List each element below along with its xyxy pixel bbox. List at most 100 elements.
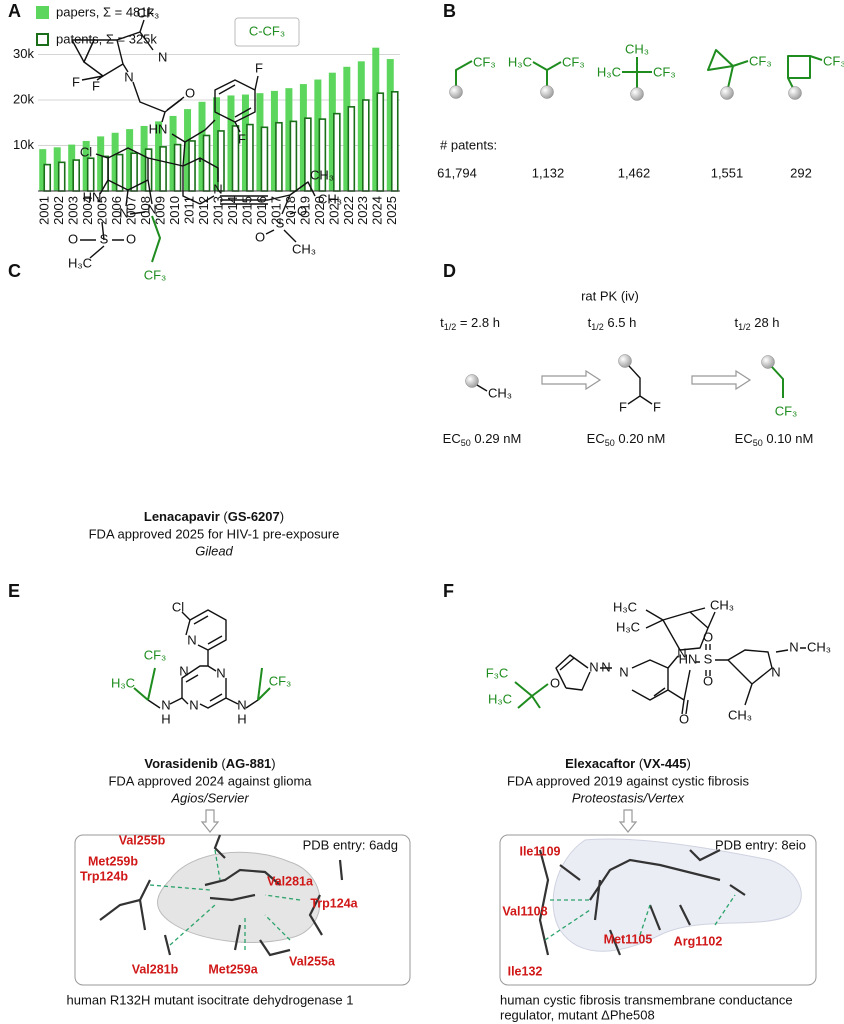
bar: [97, 136, 105, 191]
attachment-sphere: [720, 86, 734, 100]
bond: [147, 697, 259, 709]
x-tick-label: 2020: [312, 196, 327, 225]
atom-label: CH₃: [710, 597, 734, 612]
bar: [289, 120, 298, 192]
structure: CH₃ F F CF₃: [465, 354, 797, 418]
legend-swatch: [36, 6, 49, 19]
bar: [285, 88, 293, 191]
x-tick-label: 2011: [181, 196, 196, 224]
bond: [727, 647, 806, 706]
x-tick-label: 2002: [51, 196, 66, 225]
legend-swatch: [36, 33, 49, 46]
bar: [198, 101, 206, 191]
protein-view: PDB entry: 8eio Ile1109 Val1108 Met1105 …: [499, 834, 817, 986]
bar: [169, 115, 177, 191]
atom-label: N: [237, 697, 246, 712]
bond: [787, 55, 823, 89]
value: 0.20 nM: [615, 431, 666, 446]
bar: [361, 99, 370, 192]
x-tick-label: 2009: [153, 196, 168, 225]
x-tick-label: 2012: [196, 196, 211, 225]
atom-label: H: [237, 711, 246, 726]
approval: FDA approved 2024 against glioma: [108, 773, 312, 788]
atom-label: H₃C: [616, 619, 640, 634]
bond: [455, 60, 473, 88]
atom-label: N: [589, 659, 598, 674]
patent-count: 292: [790, 165, 812, 180]
atom-label: O: [550, 675, 560, 690]
atom-label: O: [126, 231, 136, 246]
panel-title: rat PK (iv): [581, 288, 639, 303]
attachment-sphere: [465, 374, 479, 388]
annotation: C-CF₃: [249, 23, 285, 38]
bar: [173, 143, 182, 192]
company: Agios/Servier: [170, 790, 249, 805]
x-tick-label: 2010: [167, 196, 182, 225]
bar: [386, 59, 394, 191]
bond: [81, 75, 104, 81]
structure: Cl N N N N N H N H CF₃ H₃C CF₃: [111, 599, 291, 726]
panel-label: A: [8, 1, 21, 21]
x-tick-label: 2016: [254, 196, 269, 225]
atom-label: H₃C: [488, 691, 512, 706]
x-tick-label: 2008: [138, 196, 153, 225]
x-tick-label: 2021: [326, 196, 341, 225]
atom-label: F: [92, 78, 100, 93]
bar: [188, 140, 196, 192]
atom-label: N: [119, 205, 128, 220]
x-tick-label: 2014: [225, 196, 240, 225]
patent-count: 1,551: [711, 165, 744, 180]
bond: [99, 834, 344, 957]
atom-label: CH₃: [625, 41, 649, 56]
bond: [707, 49, 749, 89]
bar: [43, 163, 52, 192]
y-tick-label: 20k: [13, 91, 34, 106]
atom-label: CH₃: [318, 191, 342, 206]
atom-label: O: [297, 203, 307, 218]
bar: [82, 140, 90, 191]
bar: [372, 47, 380, 191]
bar: [275, 121, 283, 192]
code: VX-445: [643, 756, 686, 771]
bar: [53, 147, 61, 191]
atom-label: CF₃: [137, 5, 160, 20]
subscript: 50: [461, 438, 471, 448]
residue-label: Ile1109: [519, 844, 560, 858]
atom-label: H: [161, 711, 170, 726]
attachment-sphere: [630, 87, 644, 101]
atom-label: F₃C: [486, 665, 509, 680]
atom-label: S: [704, 651, 713, 666]
atom-label: HN: [679, 651, 698, 666]
x-tick-label: 2015: [239, 196, 254, 225]
subscript: 1/2: [444, 322, 457, 332]
bar: [314, 79, 322, 191]
bond: [538, 849, 746, 956]
bar: [68, 144, 76, 191]
bar: [241, 94, 249, 191]
bar: [159, 146, 167, 192]
arrow: [200, 809, 220, 833]
residue-label: Met259b: [88, 854, 138, 868]
atom-label: S: [276, 215, 285, 230]
atom-label: F: [255, 60, 263, 75]
subscript: 1/2: [591, 322, 604, 332]
bar: [227, 95, 235, 191]
atom-label: CF₃: [653, 64, 676, 79]
value: 0.29 nM: [471, 431, 522, 446]
residue-label: Met1105: [604, 932, 653, 946]
y-tick-label: 30k: [13, 46, 34, 61]
bar: [246, 123, 254, 192]
atom-label: N: [161, 697, 170, 712]
atom-label: Cl: [172, 599, 184, 614]
atom-label: O: [185, 85, 195, 100]
paren: (: [218, 756, 227, 771]
atom-label: N: [619, 664, 628, 679]
bond: [631, 655, 691, 715]
atom-label: CF₃: [562, 54, 585, 69]
bar: [126, 129, 134, 191]
atom-label: S: [100, 231, 109, 246]
x-tick-label: 2025: [384, 196, 399, 225]
pdb-label: PDB entry: 8eio: [715, 837, 806, 852]
caption: regulator, mutant ΔPhe508: [500, 1007, 655, 1022]
